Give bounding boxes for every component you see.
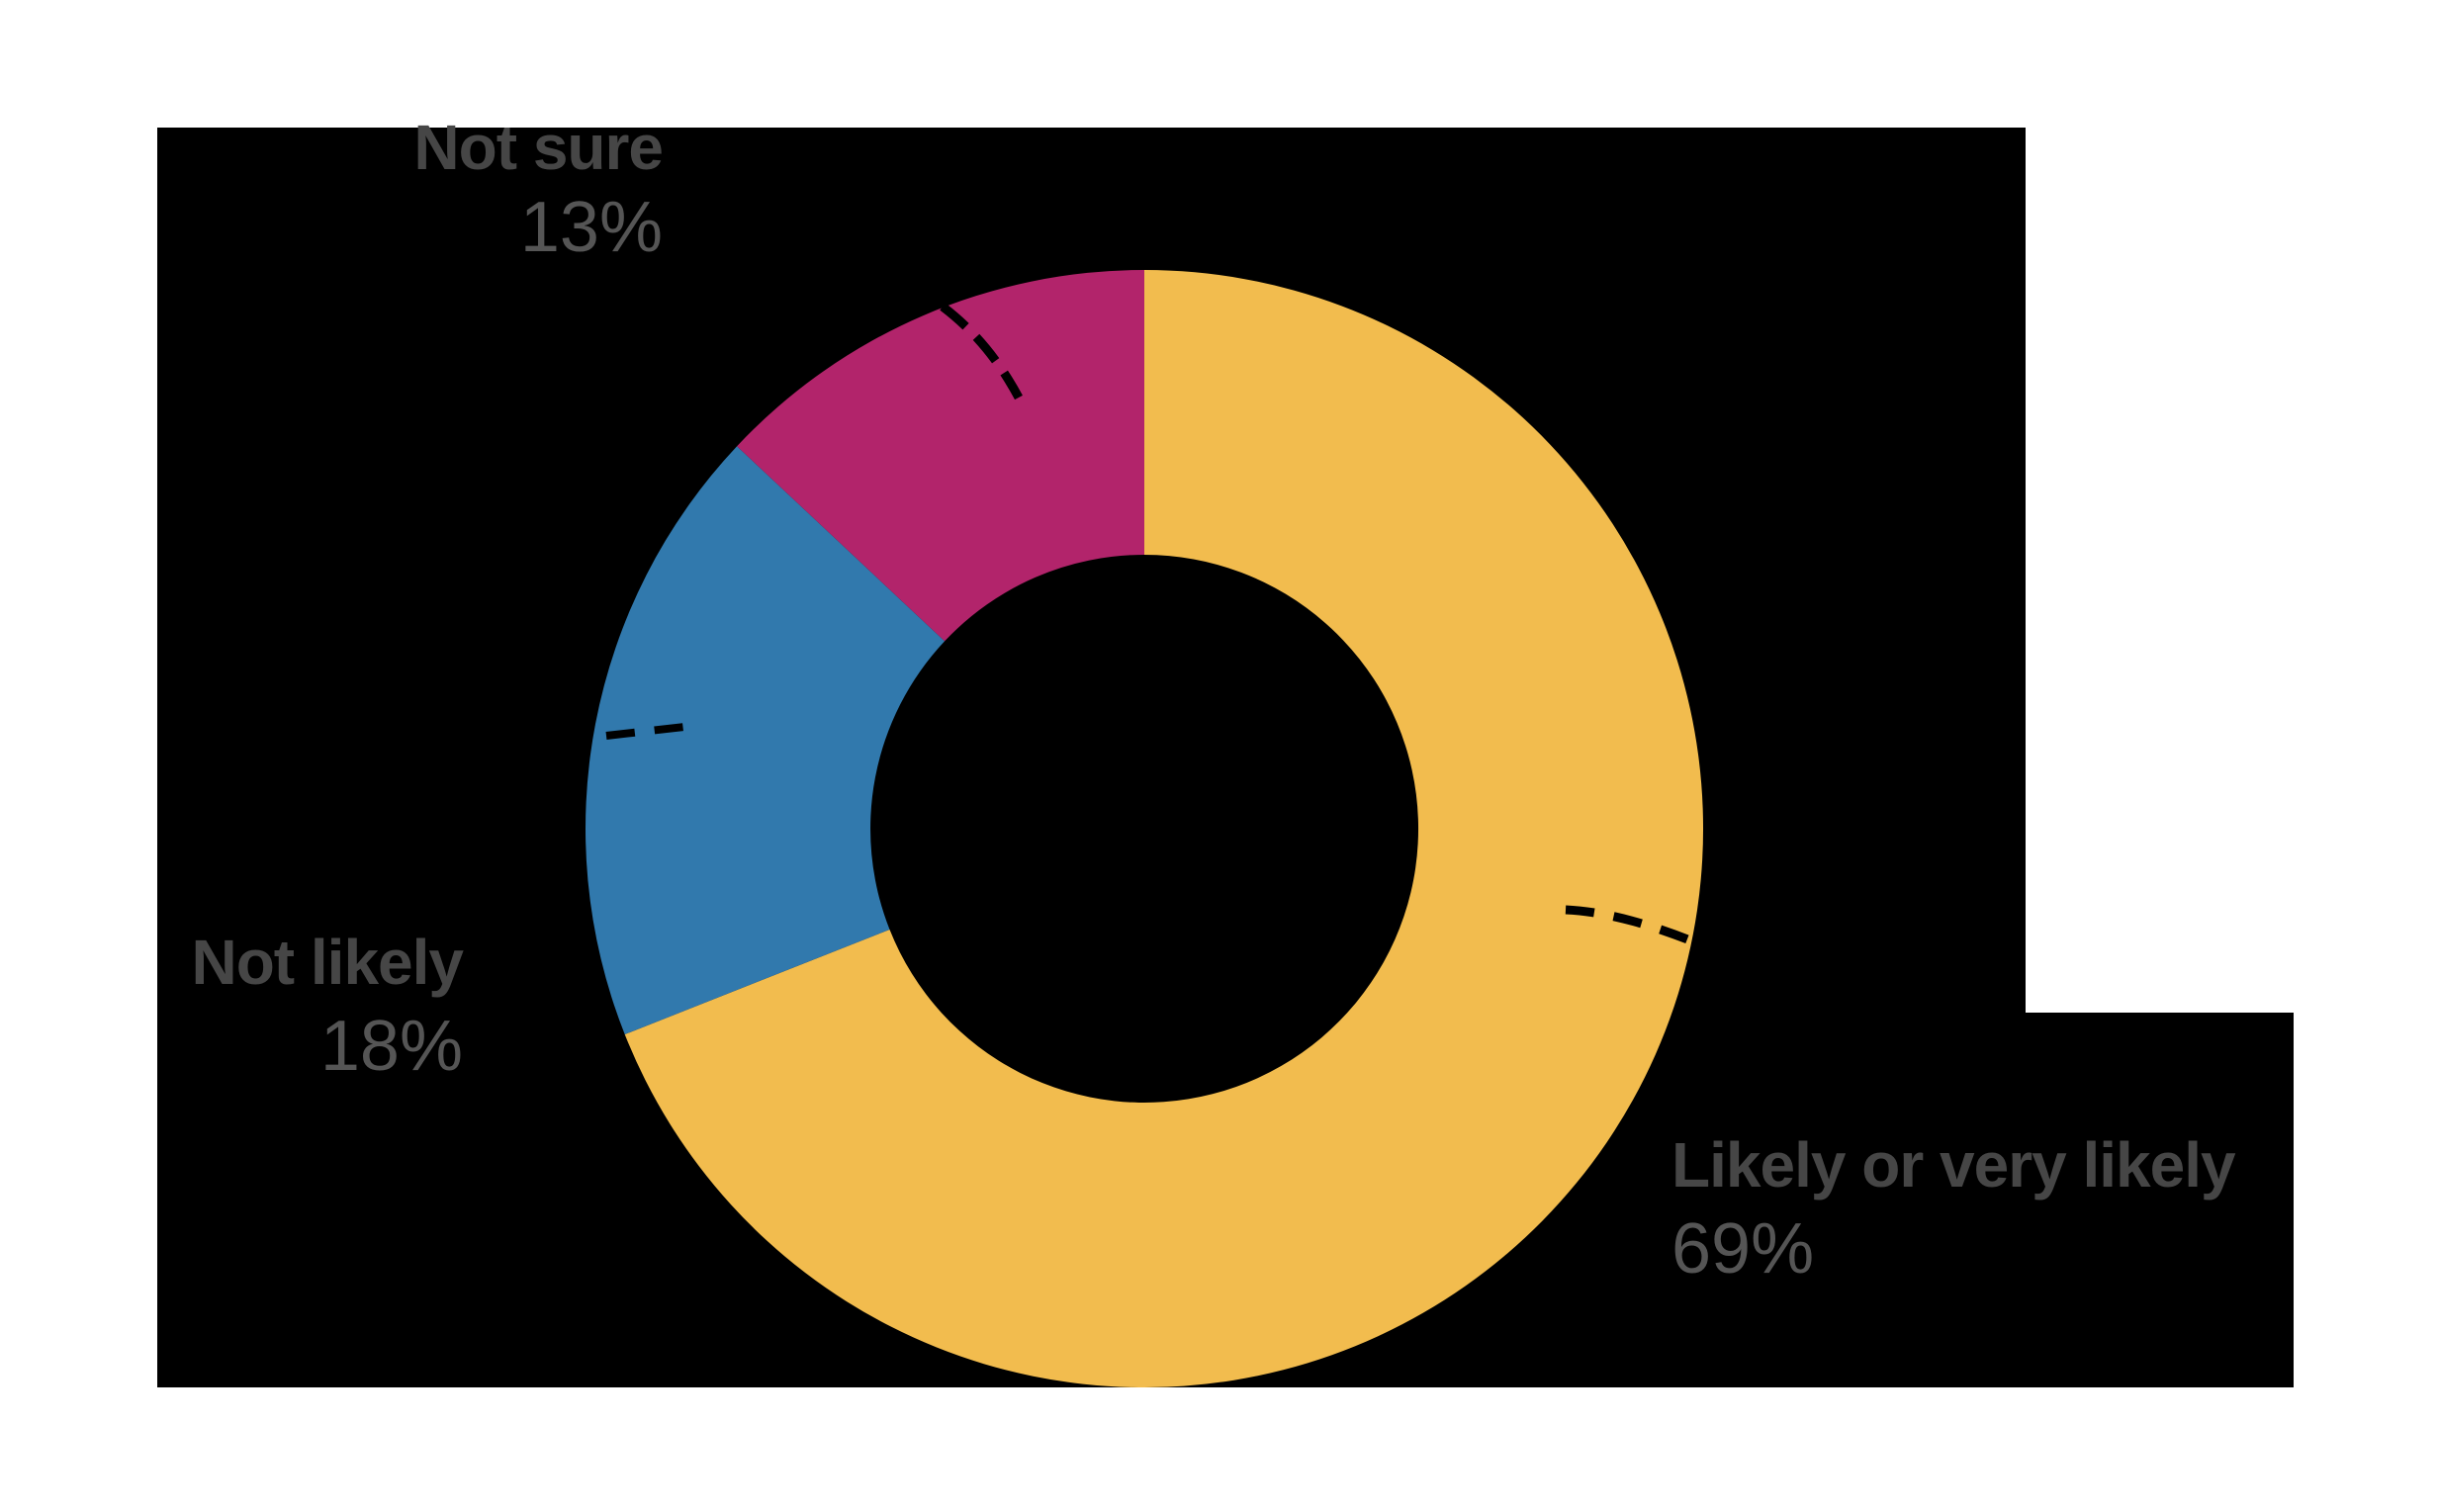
not-likely-label: Not likely	[191, 927, 464, 998]
callout-not-sure: Not sure 13%	[413, 112, 664, 267]
slice-not-likely	[585, 446, 946, 1034]
likely-label: Likely or very likely	[1671, 1129, 2236, 1201]
donut-chart	[585, 270, 1704, 1387]
not-sure-value: 13%	[519, 188, 663, 267]
not-sure-leader-dashes	[940, 303, 1023, 400]
slice-not-sure	[737, 270, 1144, 642]
likely-value: 69%	[1671, 1209, 1815, 1289]
callout-likely: Likely or very likely 69%	[1671, 1129, 2236, 1289]
callout-not-likely: Not likely 18%	[191, 927, 464, 1086]
not-likely-leader-dashes	[605, 723, 685, 740]
slice-likely-or-very-likely	[624, 270, 1704, 1387]
likely-leader-dashes	[1565, 905, 1692, 945]
not-likely-value: 18%	[319, 1007, 463, 1086]
not-sure-label: Not sure	[413, 112, 664, 183]
